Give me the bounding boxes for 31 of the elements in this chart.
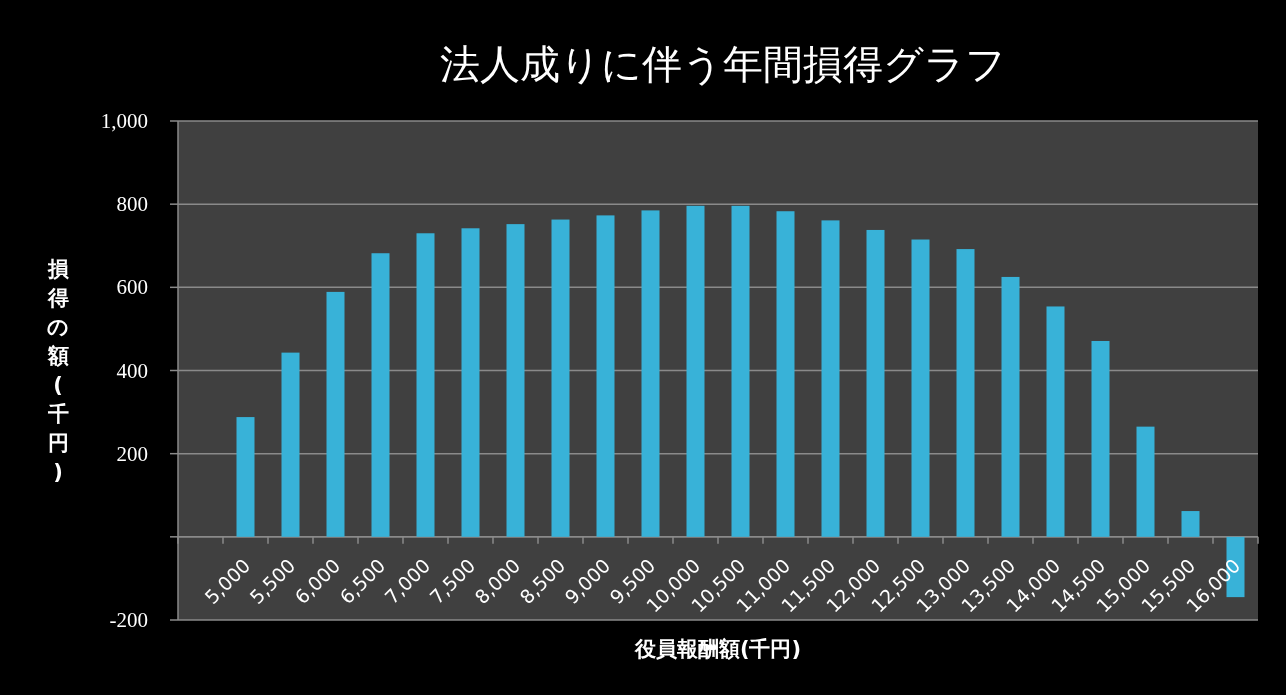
bar [1181,511,1200,537]
bar [866,229,885,537]
chart-title: 法人成りに伴う年間損得グラフ [440,41,1006,87]
y-tick-label: 200 [116,441,148,466]
y-axis-title: 損得の額(千円) [46,257,69,484]
bar [686,205,705,537]
bar [461,228,480,537]
bar [371,253,390,537]
bar [1136,426,1155,537]
bar [956,249,975,537]
bar [821,220,840,537]
bar [416,233,435,537]
y-tick-label: 1,000 [100,109,148,133]
bar [731,205,750,537]
bar [641,210,660,537]
y-tick-label: -200 [109,608,148,632]
x-axis-title: 役員報酬額(千円) [633,637,802,661]
bar [596,215,615,537]
y-tick-label: 400 [116,358,148,383]
bar [911,239,930,537]
bar [551,219,570,537]
bar [776,211,795,537]
bar [1091,340,1110,537]
bar [506,224,525,537]
y-tick-label: 600 [116,275,148,300]
bar [326,291,345,537]
y-tick-label: 800 [116,192,148,217]
bar [1046,306,1065,537]
bar [281,352,300,537]
bar [1001,276,1020,537]
bar [236,417,255,537]
